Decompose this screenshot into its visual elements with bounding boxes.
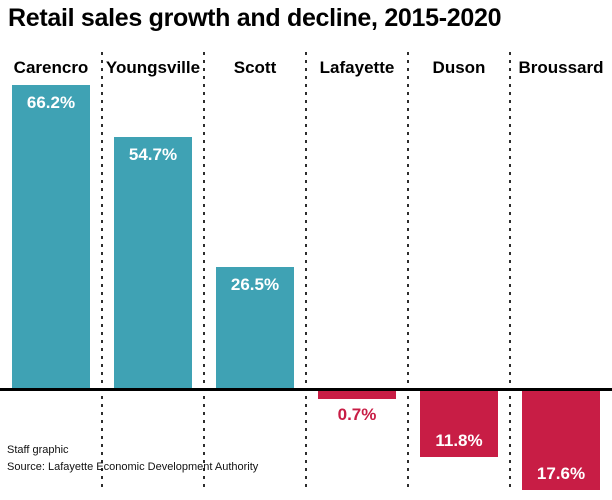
zero-baseline [0,388,612,391]
bar-scott [216,267,294,388]
credit-line: Staff graphic [7,444,69,456]
bar-value-label: 0.7% [337,405,377,424]
bar-value-label: 11.8% [435,431,483,450]
column-separator [509,52,511,490]
category-label-carencro: Carencro [13,58,89,77]
bar-value-label: 54.7% [128,145,178,164]
bar-broussard [522,391,600,490]
bar-value-label: 17.6% [536,464,586,483]
category-label-youngsville: Youngsville [105,58,201,77]
bar-carencro [12,85,90,388]
category-label-duson: Duson [432,58,486,77]
column-separator [203,52,205,490]
column-separator [407,52,409,490]
bar-value-label: 26.5% [230,275,280,294]
bar-youngsville [114,137,192,388]
category-label-broussard: Broussard [518,58,604,77]
column-separator [305,52,307,490]
category-label-scott: Scott [233,58,277,77]
column-separator [101,52,103,490]
category-label-lafayette: Lafayette [319,58,395,77]
source-line: Source: Lafayette Economic Development A… [7,461,259,473]
bar-value-label: 66.2% [26,93,76,112]
bar-duson [420,391,498,457]
bar-lafayette [318,391,396,399]
chart-title: Retail sales growth and decline, 2015-20… [8,4,502,32]
